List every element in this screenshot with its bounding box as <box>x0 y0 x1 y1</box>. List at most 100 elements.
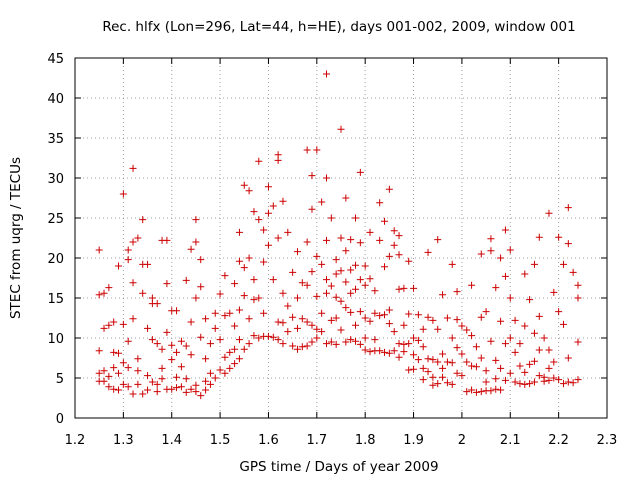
data-point <box>535 312 543 320</box>
data-point <box>192 294 200 302</box>
data-point <box>124 246 132 254</box>
data-point <box>555 308 563 316</box>
data-point <box>526 380 534 388</box>
data-point <box>308 321 316 329</box>
data-point <box>361 262 369 270</box>
data-point <box>337 267 345 275</box>
data-point <box>501 340 509 348</box>
data-point <box>221 369 229 377</box>
data-point <box>115 349 123 357</box>
data-point <box>468 386 476 394</box>
data-point <box>95 347 103 355</box>
x-tick-label: 1.4 <box>161 433 182 448</box>
data-point <box>240 345 248 353</box>
data-point <box>192 381 200 389</box>
x-tick-label: 2 <box>458 433 466 448</box>
data-point <box>100 324 108 332</box>
data-point <box>443 314 451 322</box>
data-point <box>506 334 514 342</box>
data-point <box>482 367 490 375</box>
data-point <box>322 276 330 284</box>
data-point <box>468 281 476 289</box>
data-point <box>555 376 563 384</box>
data-point <box>390 328 398 336</box>
data-point <box>173 348 181 356</box>
data-point <box>414 356 422 364</box>
x-tick-label: 1.7 <box>306 433 327 448</box>
data-point <box>129 315 137 323</box>
x-tick-label: 2.1 <box>500 433 521 448</box>
data-point <box>158 345 166 353</box>
data-point <box>187 245 195 253</box>
data-point <box>105 284 113 292</box>
data-point <box>202 315 210 323</box>
data-point <box>279 319 287 327</box>
data-point <box>419 325 427 333</box>
data-point <box>352 321 360 329</box>
data-point <box>356 276 364 284</box>
x-tick-label: 2.2 <box>548 433 569 448</box>
data-point <box>279 289 287 297</box>
data-point <box>414 311 422 319</box>
data-point <box>293 345 301 353</box>
data-point <box>564 378 572 386</box>
data-point <box>153 300 161 308</box>
data-point <box>487 247 495 255</box>
x-tick-label: 1.6 <box>258 433 279 448</box>
data-point <box>405 340 413 348</box>
data-point <box>289 268 297 276</box>
data-point <box>414 336 422 344</box>
data-point <box>361 346 369 354</box>
data-point <box>260 309 268 317</box>
data-point <box>530 260 538 268</box>
data-point <box>342 194 350 202</box>
data-point <box>352 337 360 345</box>
data-point <box>511 316 519 324</box>
data-point <box>337 326 345 334</box>
data-point <box>381 217 389 225</box>
data-point <box>216 366 224 374</box>
data-point <box>231 322 239 330</box>
data-point <box>337 125 345 133</box>
data-point <box>289 342 297 350</box>
data-point <box>211 309 219 317</box>
data-point <box>119 359 127 367</box>
data-point <box>279 340 287 348</box>
data-point <box>235 306 243 314</box>
y-axis-label: STEC from uqrg / TECUs <box>8 157 24 319</box>
data-point <box>506 294 514 302</box>
data-point <box>187 318 195 326</box>
data-point <box>173 384 181 392</box>
data-point <box>226 309 234 317</box>
data-point <box>298 279 306 287</box>
data-point <box>168 341 176 349</box>
data-point <box>235 228 243 236</box>
data-point <box>332 340 340 348</box>
data-point <box>250 208 258 216</box>
data-points <box>95 70 582 400</box>
data-point <box>182 276 190 284</box>
data-point <box>463 358 471 366</box>
data-point <box>313 146 321 154</box>
data-point <box>497 386 505 394</box>
data-point <box>308 172 316 180</box>
data-point <box>216 336 224 344</box>
data-point <box>347 289 355 297</box>
data-point <box>458 322 466 330</box>
data-point <box>564 354 572 362</box>
data-point <box>124 364 132 372</box>
data-point <box>158 375 166 383</box>
data-point <box>439 291 447 299</box>
data-point <box>134 380 142 388</box>
data-point <box>453 288 461 296</box>
data-point <box>221 272 229 280</box>
data-point <box>352 261 360 269</box>
data-point <box>385 306 393 314</box>
data-point <box>477 313 485 321</box>
y-tick-label: 35 <box>47 132 64 147</box>
data-point <box>352 214 360 222</box>
data-point <box>235 257 243 265</box>
data-point <box>303 238 311 246</box>
data-point <box>458 350 466 358</box>
data-point <box>521 322 529 330</box>
